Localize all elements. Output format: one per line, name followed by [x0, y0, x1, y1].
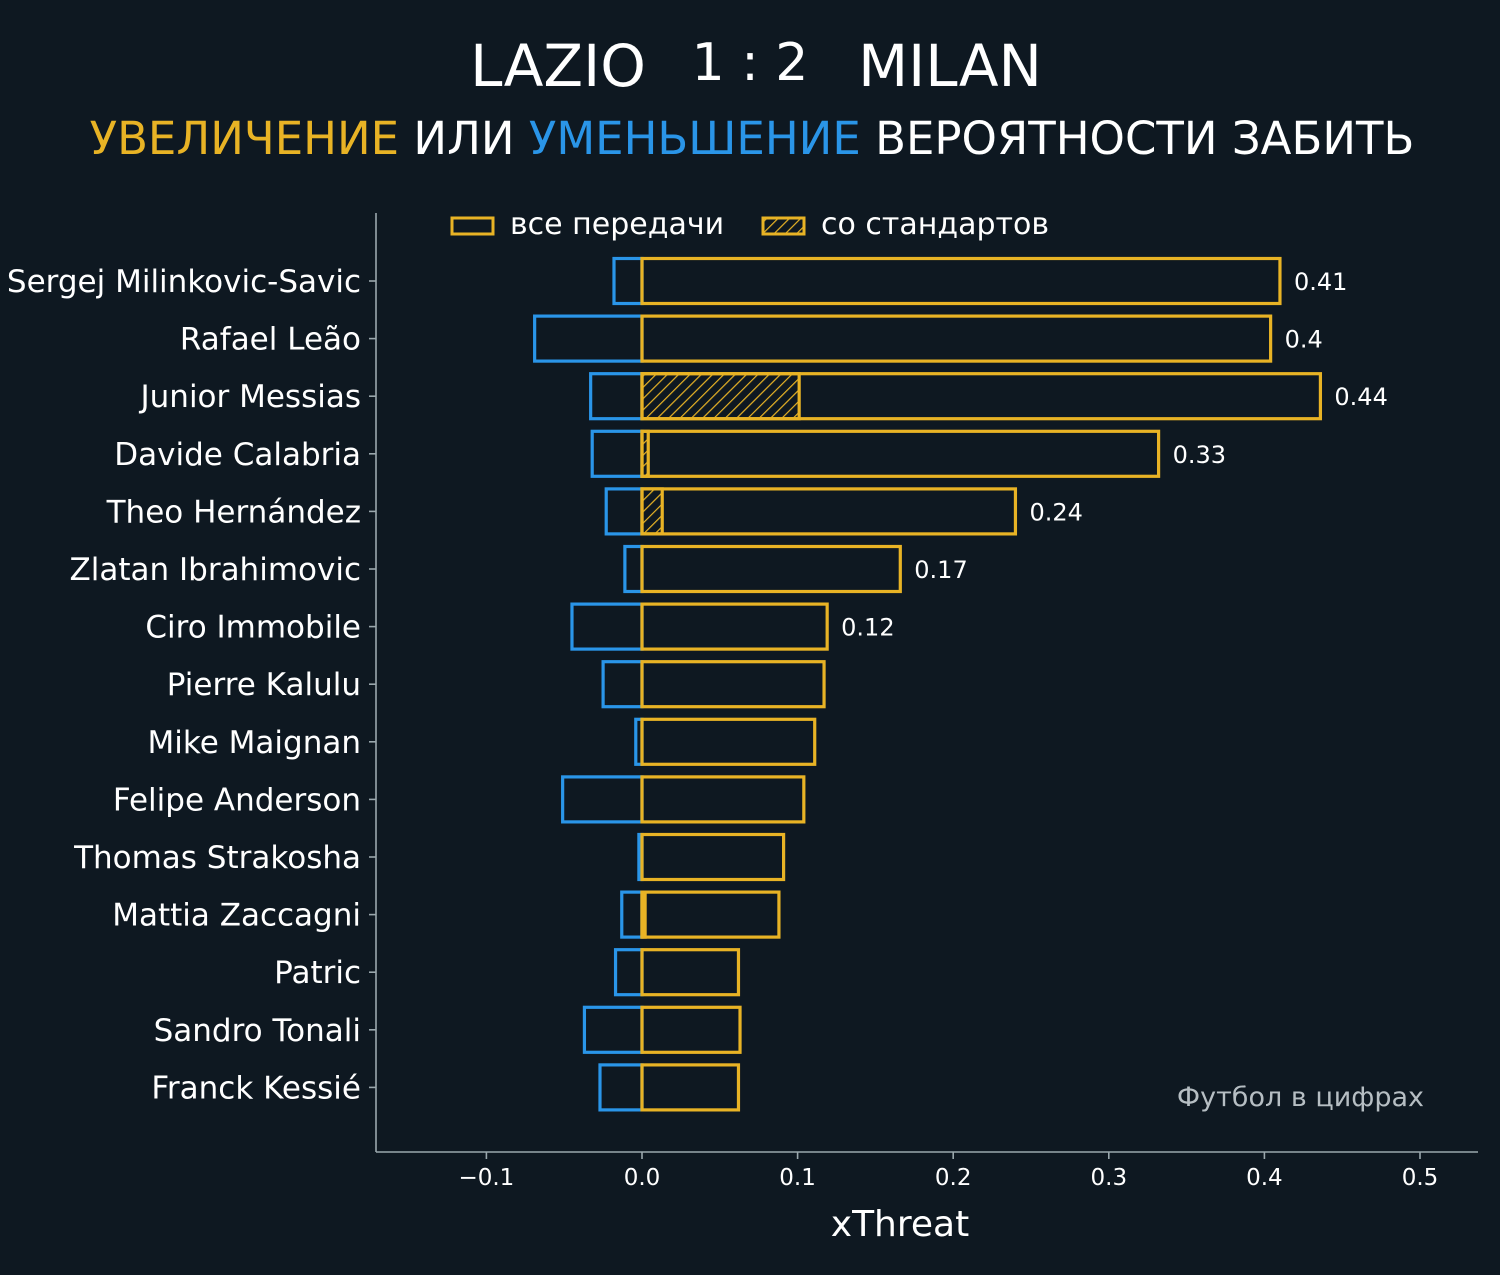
x-tick-label: 0.1: [779, 1165, 816, 1191]
bar-negative: [601, 660, 644, 709]
bar-positive: [640, 602, 829, 651]
x-tick-label: 0.2: [935, 1165, 972, 1191]
bar-positive: [640, 544, 902, 594]
data-label: 0.24: [1029, 498, 1082, 526]
y-tick-label: Patric: [274, 955, 361, 991]
subtitle-rest: ВЕРОЯТНОСТИ ЗАБИТЬ: [875, 112, 1414, 165]
data-label: 0.12: [841, 614, 894, 642]
y-tick-label: Sergej Milinkovic-Savic: [7, 264, 361, 300]
x-tick-label: 0.4: [1246, 1165, 1283, 1191]
y-tick-label: Sandro Tonali: [154, 1013, 361, 1049]
bar-negative: [620, 890, 644, 939]
legend: все передачи со стандартов: [450, 207, 1049, 242]
bar-negative: [561, 775, 644, 824]
away-team-name: MILAN: [858, 32, 1042, 100]
y-tick-label: Davide Calabria: [114, 437, 361, 473]
x-tick-label: −0.1: [458, 1165, 514, 1191]
legend-label-all-passes: все передачи: [510, 207, 724, 242]
y-tick-label: Zlatan Ibrahimovic: [70, 552, 362, 588]
home-team-name: LAZIO: [470, 32, 646, 100]
y-tick-label: Felipe Anderson: [113, 782, 361, 818]
data-label: 0.17: [914, 556, 967, 584]
legend-swatch-set-pieces: [761, 216, 806, 236]
y-tick-label: Mike Maignan: [148, 725, 361, 761]
subtitle-decrease: УМЕНЬШЕНИЕ: [529, 112, 861, 165]
bar-negative: [582, 1005, 644, 1054]
bar-negative: [612, 256, 644, 306]
y-tick-label: Pierre Kalulu: [167, 667, 361, 703]
x-tick-label: 0.3: [1091, 1165, 1128, 1191]
bar-positive: [640, 948, 741, 997]
bar-negative: [570, 602, 644, 651]
legend-swatch-all-passes: [450, 216, 495, 236]
bar-set-piece: [640, 487, 664, 536]
y-tick-label: Mattia Zaccagni: [112, 898, 361, 934]
legend-label-set-pieces: со стандартов: [821, 207, 1049, 242]
bar-positive: [640, 256, 1282, 306]
bar-negative: [533, 314, 644, 363]
bar-positive: [640, 775, 806, 824]
bar-positive: [640, 890, 781, 939]
bar-set-piece: [640, 372, 801, 421]
bar-negative: [598, 1063, 644, 1112]
bar-positive: [640, 314, 1273, 363]
bar-positive: [640, 372, 1323, 421]
bar-negative: [613, 948, 644, 997]
subtitle-increase: УВЕЛИЧЕНИЕ: [90, 112, 399, 165]
data-label: 0.41: [1294, 268, 1347, 296]
bar-negative: [623, 544, 644, 594]
subtitle-or: ИЛИ: [413, 112, 514, 165]
bar-positive: [640, 1063, 741, 1112]
y-tick-label: Junior Messias: [139, 379, 362, 415]
bars-layer: 0.41 0.4 0.44 0.33 0.24 0.17 0.12: [533, 256, 1388, 1112]
bar-negative: [589, 372, 644, 421]
data-label: 0.44: [1334, 383, 1387, 411]
bar-positive: [640, 1005, 742, 1054]
y-tick-label: Franck Kessié: [151, 1070, 361, 1106]
data-label: 0.33: [1173, 441, 1226, 469]
watermark: Футбол в цифрах: [1177, 1082, 1424, 1113]
x-ticks: −0.1 0.0 0.1 0.2 0.3 0.4 0.5: [458, 1152, 1438, 1191]
bar-negative: [590, 429, 644, 478]
bar-negative: [604, 487, 644, 536]
bar-positive: [640, 487, 1018, 536]
data-label: 0.4: [1285, 326, 1323, 354]
x-tick-label: 0.0: [624, 1165, 661, 1191]
y-tick-label: Thomas Strakosha: [73, 840, 361, 876]
subtitle: УВЕЛИЧЕНИЕ ИЛИ УМЕНЬШЕНИЕ ВЕРОЯТНОСТИ ЗА…: [90, 112, 1415, 165]
x-axis-label: xThreat: [831, 1204, 969, 1245]
y-tick-label: Ciro Immobile: [145, 610, 361, 646]
y-tick-labels: Sergej Milinkovic-Savic Rafael Leão Junior…: [7, 264, 376, 1106]
bar-positive: [640, 429, 1161, 478]
x-tick-label: 0.5: [1402, 1165, 1439, 1191]
bar-positive: [640, 660, 826, 709]
bar-positive: [640, 717, 817, 766]
y-tick-label: Rafael Leão: [180, 322, 361, 358]
match-score: 1 : 2: [692, 33, 809, 93]
bar-positive: [640, 832, 786, 882]
y-tick-label: Theo Hernández: [106, 494, 361, 530]
